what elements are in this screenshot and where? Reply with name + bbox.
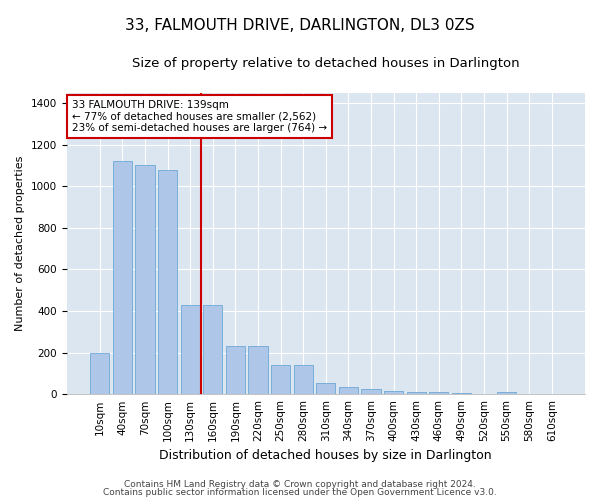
Bar <box>429 392 448 394</box>
Bar <box>407 392 426 394</box>
Bar <box>181 305 200 394</box>
Bar <box>226 346 245 395</box>
Bar <box>339 387 358 394</box>
Bar <box>361 389 380 394</box>
Text: Contains public sector information licensed under the Open Government Licence v3: Contains public sector information licen… <box>103 488 497 497</box>
Bar <box>113 161 132 394</box>
Text: 33, FALMOUTH DRIVE, DARLINGTON, DL3 0ZS: 33, FALMOUTH DRIVE, DARLINGTON, DL3 0ZS <box>125 18 475 32</box>
Title: Size of property relative to detached houses in Darlington: Size of property relative to detached ho… <box>132 58 520 70</box>
Bar <box>136 166 155 394</box>
Bar <box>90 352 109 395</box>
Bar <box>248 346 268 395</box>
Text: 33 FALMOUTH DRIVE: 139sqm
← 77% of detached houses are smaller (2,562)
23% of se: 33 FALMOUTH DRIVE: 139sqm ← 77% of detac… <box>72 100 327 133</box>
Bar <box>316 383 335 394</box>
Bar <box>158 170 177 394</box>
Bar <box>271 365 290 394</box>
Bar <box>384 391 403 394</box>
Y-axis label: Number of detached properties: Number of detached properties <box>15 156 25 331</box>
Bar <box>293 365 313 394</box>
Bar <box>497 392 516 394</box>
Bar <box>203 305 223 394</box>
X-axis label: Distribution of detached houses by size in Darlington: Distribution of detached houses by size … <box>160 450 492 462</box>
Text: Contains HM Land Registry data © Crown copyright and database right 2024.: Contains HM Land Registry data © Crown c… <box>124 480 476 489</box>
